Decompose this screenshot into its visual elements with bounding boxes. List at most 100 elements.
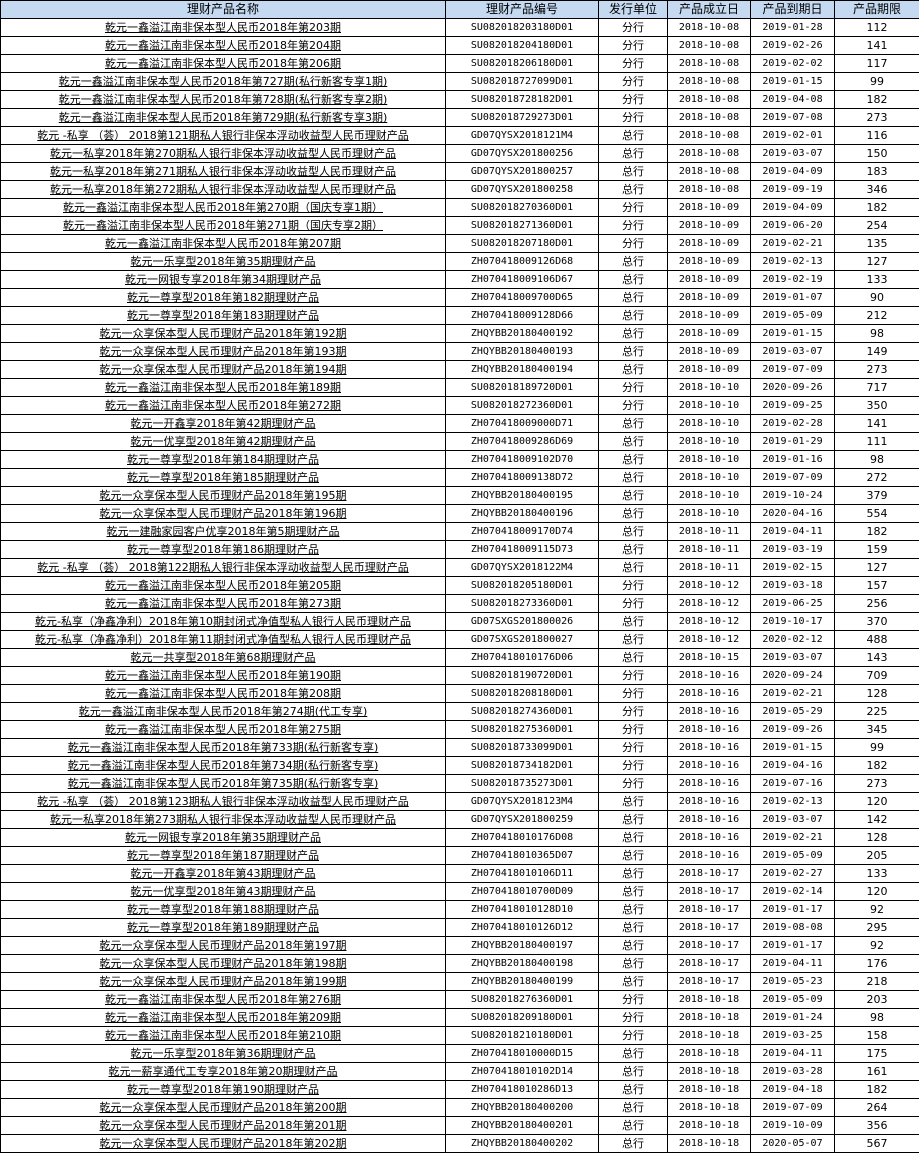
cell-product-name[interactable]: 乾元一鑫溢江南非保本型人民币2018年第275期: [1, 721, 446, 739]
cell-product-name[interactable]: 乾元一尊享型2018年第187期理财产品: [1, 847, 446, 865]
cell-product-name[interactable]: 乾元一鑫溢江南非保本型人民币2018年第276期: [1, 991, 446, 1009]
cell-start-date: 2018-10-18: [668, 1063, 751, 1081]
cell-product-name[interactable]: 乾元 -私享 （荟） 2018第121期私人银行非保本浮动收益型人民币理财产品: [1, 127, 446, 145]
cell-product-name[interactable]: 乾元一私享2018年第272期私人银行非保本浮动收益型人民币理财产品: [1, 181, 446, 199]
cell-product-name[interactable]: 乾元一众享保本型人民币理财产品2018年第195期: [1, 487, 446, 505]
cell-product-name[interactable]: 乾元一尊享型2018年第186期理财产品: [1, 541, 446, 559]
cell-product-name[interactable]: 乾元-私享（净鑫净利）2018年第10期封闭式净值型私人银行人民币理财产品: [1, 613, 446, 631]
cell-product-name[interactable]: 乾元一众享保本型人民币理财产品2018年第197期: [1, 937, 446, 955]
cell-product-name[interactable]: 乾元一众享保本型人民币理财产品2018年第193期: [1, 343, 446, 361]
cell-product-name[interactable]: 乾元一开鑫享2018年第42期理财产品: [1, 415, 446, 433]
cell-product-name[interactable]: 乾元 -私享 （荟） 2018第122期私人银行非保本浮动收益型人民币理财产品: [1, 559, 446, 577]
cell-term: 99: [835, 73, 919, 91]
cell-product-name[interactable]: 乾元一鑫溢江南非保本型人民币2018年第273期: [1, 595, 446, 613]
cell-product-name[interactable]: 乾元一鑫溢江南非保本型人民币2018年第189期: [1, 379, 446, 397]
cell-product-name[interactable]: 乾元一私享2018年第270期私人银行非保本浮动收益型人民币理财产品: [1, 145, 446, 163]
cell-product-name[interactable]: 乾元一尊享型2018年第184期理财产品: [1, 451, 446, 469]
cell-product-name[interactable]: 乾元一私享2018年第273期私人银行非保本浮动收益型人民币理财产品: [1, 811, 446, 829]
cell-term: 225: [835, 703, 919, 721]
table-row: 乾元一鑫溢江南非保本型人民币2018年第274期(代工专享)SU08201827…: [1, 703, 919, 721]
cell-issuer: 总行: [599, 1135, 668, 1153]
cell-issuer: 总行: [599, 343, 668, 361]
cell-product-name[interactable]: 乾元 -私享 （荟） 2018第123期私人银行非保本浮动收益型人民币理财产品: [1, 793, 446, 811]
cell-product-code: SU082018204180D01: [446, 37, 599, 55]
cell-end-date: 2019-07-16: [751, 775, 835, 793]
cell-product-name[interactable]: 乾元一众享保本型人民币理财产品2018年第200期: [1, 1099, 446, 1117]
cell-product-name[interactable]: 乾元一鑫溢江南非保本型人民币2018年第733期(私行新客专享): [1, 739, 446, 757]
cell-product-name[interactable]: 乾元一尊享型2018年第183期理财产品: [1, 307, 446, 325]
cell-product-name[interactable]: 乾元一尊享型2018年第185期理财产品: [1, 469, 446, 487]
cell-start-date: 2018-10-10: [668, 505, 751, 523]
cell-product-name[interactable]: 乾元一鑫溢江南非保本型人民币2018年第735期(私行新客专享): [1, 775, 446, 793]
cell-product-name[interactable]: 乾元一尊享型2018年第190期理财产品: [1, 1081, 446, 1099]
cell-term: 256: [835, 595, 919, 613]
cell-product-name[interactable]: 乾元一鑫溢江南非保本型人民币2018年第204期: [1, 37, 446, 55]
cell-product-name[interactable]: 乾元一乐享型2018年第36期理财产品: [1, 1045, 446, 1063]
cell-product-name[interactable]: 乾元一优享型2018年第43期理财产品: [1, 883, 446, 901]
cell-product-code: ZH070418010102D14: [446, 1063, 599, 1081]
cell-product-name[interactable]: 乾元一鑫溢江南非保本型人民币2018年第729期(私行新客专享3期): [1, 109, 446, 127]
cell-product-name[interactable]: 乾元一鑫溢江南非保本型人民币2018年第728期(私行新客专享2期): [1, 91, 446, 109]
cell-start-date: 2018-10-09: [668, 361, 751, 379]
cell-product-name[interactable]: 乾元一众享保本型人民币理财产品2018年第198期: [1, 955, 446, 973]
cell-issuer: 总行: [599, 559, 668, 577]
cell-product-name[interactable]: 乾元一建融家园客户优享2018年第5期理财产品: [1, 523, 446, 541]
cell-product-name[interactable]: 乾元一私享2018年第271期私人银行非保本浮动收益型人民币理财产品: [1, 163, 446, 181]
cell-product-name[interactable]: 乾元一优享型2018年第42期理财产品: [1, 433, 446, 451]
cell-product-name[interactable]: 乾元一开鑫享2018年第43期理财产品: [1, 865, 446, 883]
table-row: 乾元一鑫溢江南非保本型人民币2018年第271期（国庆专享2期）SU082018…: [1, 217, 919, 235]
cell-product-name[interactable]: 乾元一众享保本型人民币理财产品2018年第192期: [1, 325, 446, 343]
cell-product-name[interactable]: 乾元一共享型2018年第68期理财产品: [1, 649, 446, 667]
cell-product-name[interactable]: 乾元一众享保本型人民币理财产品2018年第196期: [1, 505, 446, 523]
cell-product-code: SU082018205180D01: [446, 577, 599, 595]
cell-start-date: 2018-10-18: [668, 991, 751, 1009]
cell-product-name[interactable]: 乾元一鑫溢江南非保本型人民币2018年第274期(代工专享): [1, 703, 446, 721]
cell-product-name[interactable]: 乾元-私享（净鑫净利）2018年第11期封闭式净值型私人银行人民币理财产品: [1, 631, 446, 649]
cell-product-name[interactable]: 乾元一鑫溢江南非保本型人民币2018年第206期: [1, 55, 446, 73]
cell-product-name[interactable]: 乾元一众享保本型人民币理财产品2018年第199期: [1, 973, 446, 991]
cell-product-name[interactable]: 乾元一鑫溢江南非保本型人民币2018年第210期: [1, 1027, 446, 1045]
cell-product-name[interactable]: 乾元一网银专享2018年第34期理财产品: [1, 271, 446, 289]
cell-product-name[interactable]: 乾元一众享保本型人民币理财产品2018年第202期: [1, 1135, 446, 1153]
cell-product-name[interactable]: 乾元一尊享型2018年第182期理财产品: [1, 289, 446, 307]
cell-start-date: 2018-10-18: [668, 1045, 751, 1063]
cell-end-date: 2019-01-29: [751, 433, 835, 451]
cell-end-date: 2020-02-12: [751, 631, 835, 649]
cell-product-name[interactable]: 乾元一鑫溢江南非保本型人民币2018年第203期: [1, 19, 446, 37]
cell-start-date: 2018-10-12: [668, 613, 751, 631]
header-product-code: 理财产品编号: [446, 1, 599, 19]
cell-term: 370: [835, 613, 919, 631]
cell-issuer: 总行: [599, 181, 668, 199]
cell-product-name[interactable]: 乾元一鑫溢江南非保本型人民币2018年第209期: [1, 1009, 446, 1027]
cell-product-name[interactable]: 乾元一鑫溢江南非保本型人民币2018年第207期: [1, 235, 446, 253]
cell-product-name[interactable]: 乾元一鑫溢江南非保本型人民币2018年第270期（国庆专享1期）: [1, 199, 446, 217]
cell-product-name[interactable]: 乾元一众享保本型人民币理财产品2018年第201期: [1, 1117, 446, 1135]
cell-product-name[interactable]: 乾元一尊享型2018年第189期理财产品: [1, 919, 446, 937]
cell-product-name[interactable]: 乾元一众享保本型人民币理财产品2018年第194期: [1, 361, 446, 379]
cell-product-name[interactable]: 乾元一鑫溢江南非保本型人民币2018年第271期（国庆专享2期）: [1, 217, 446, 235]
cell-product-name[interactable]: 乾元一鑫溢江南非保本型人民币2018年第190期: [1, 667, 446, 685]
cell-issuer: 总行: [599, 487, 668, 505]
cell-product-name[interactable]: 乾元一鑫溢江南非保本型人民币2018年第272期: [1, 397, 446, 415]
cell-start-date: 2018-10-18: [668, 1027, 751, 1045]
cell-end-date: 2019-04-18: [751, 1081, 835, 1099]
cell-end-date: 2019-05-29: [751, 703, 835, 721]
cell-product-name[interactable]: 乾元一鑫溢江南非保本型人民币2018年第208期: [1, 685, 446, 703]
cell-end-date: 2019-03-18: [751, 577, 835, 595]
cell-product-name[interactable]: 乾元一尊享型2018年第188期理财产品: [1, 901, 446, 919]
cell-product-code: SU082018274360D01: [446, 703, 599, 721]
cell-product-name[interactable]: 乾元一薪享通代工专享2018年第20期理财产品: [1, 1063, 446, 1081]
cell-product-code: SU082018209180D01: [446, 1009, 599, 1027]
cell-end-date: 2020-04-16: [751, 505, 835, 523]
cell-product-code: SU082018276360D01: [446, 991, 599, 1009]
cell-end-date: 2019-06-25: [751, 595, 835, 613]
cell-product-name[interactable]: 乾元一乐享型2018年第35期理财产品: [1, 253, 446, 271]
cell-product-name[interactable]: 乾元一网银专享2018年第35期理财产品: [1, 829, 446, 847]
cell-product-name[interactable]: 乾元一鑫溢江南非保本型人民币2018年第734期(私行新客专享): [1, 757, 446, 775]
cell-product-name[interactable]: 乾元一鑫溢江南非保本型人民币2018年第205期: [1, 577, 446, 595]
cell-product-name[interactable]: 乾元一鑫溢江南非保本型人民币2018年第727期(私行新客专享1期): [1, 73, 446, 91]
cell-issuer: 总行: [599, 1063, 668, 1081]
